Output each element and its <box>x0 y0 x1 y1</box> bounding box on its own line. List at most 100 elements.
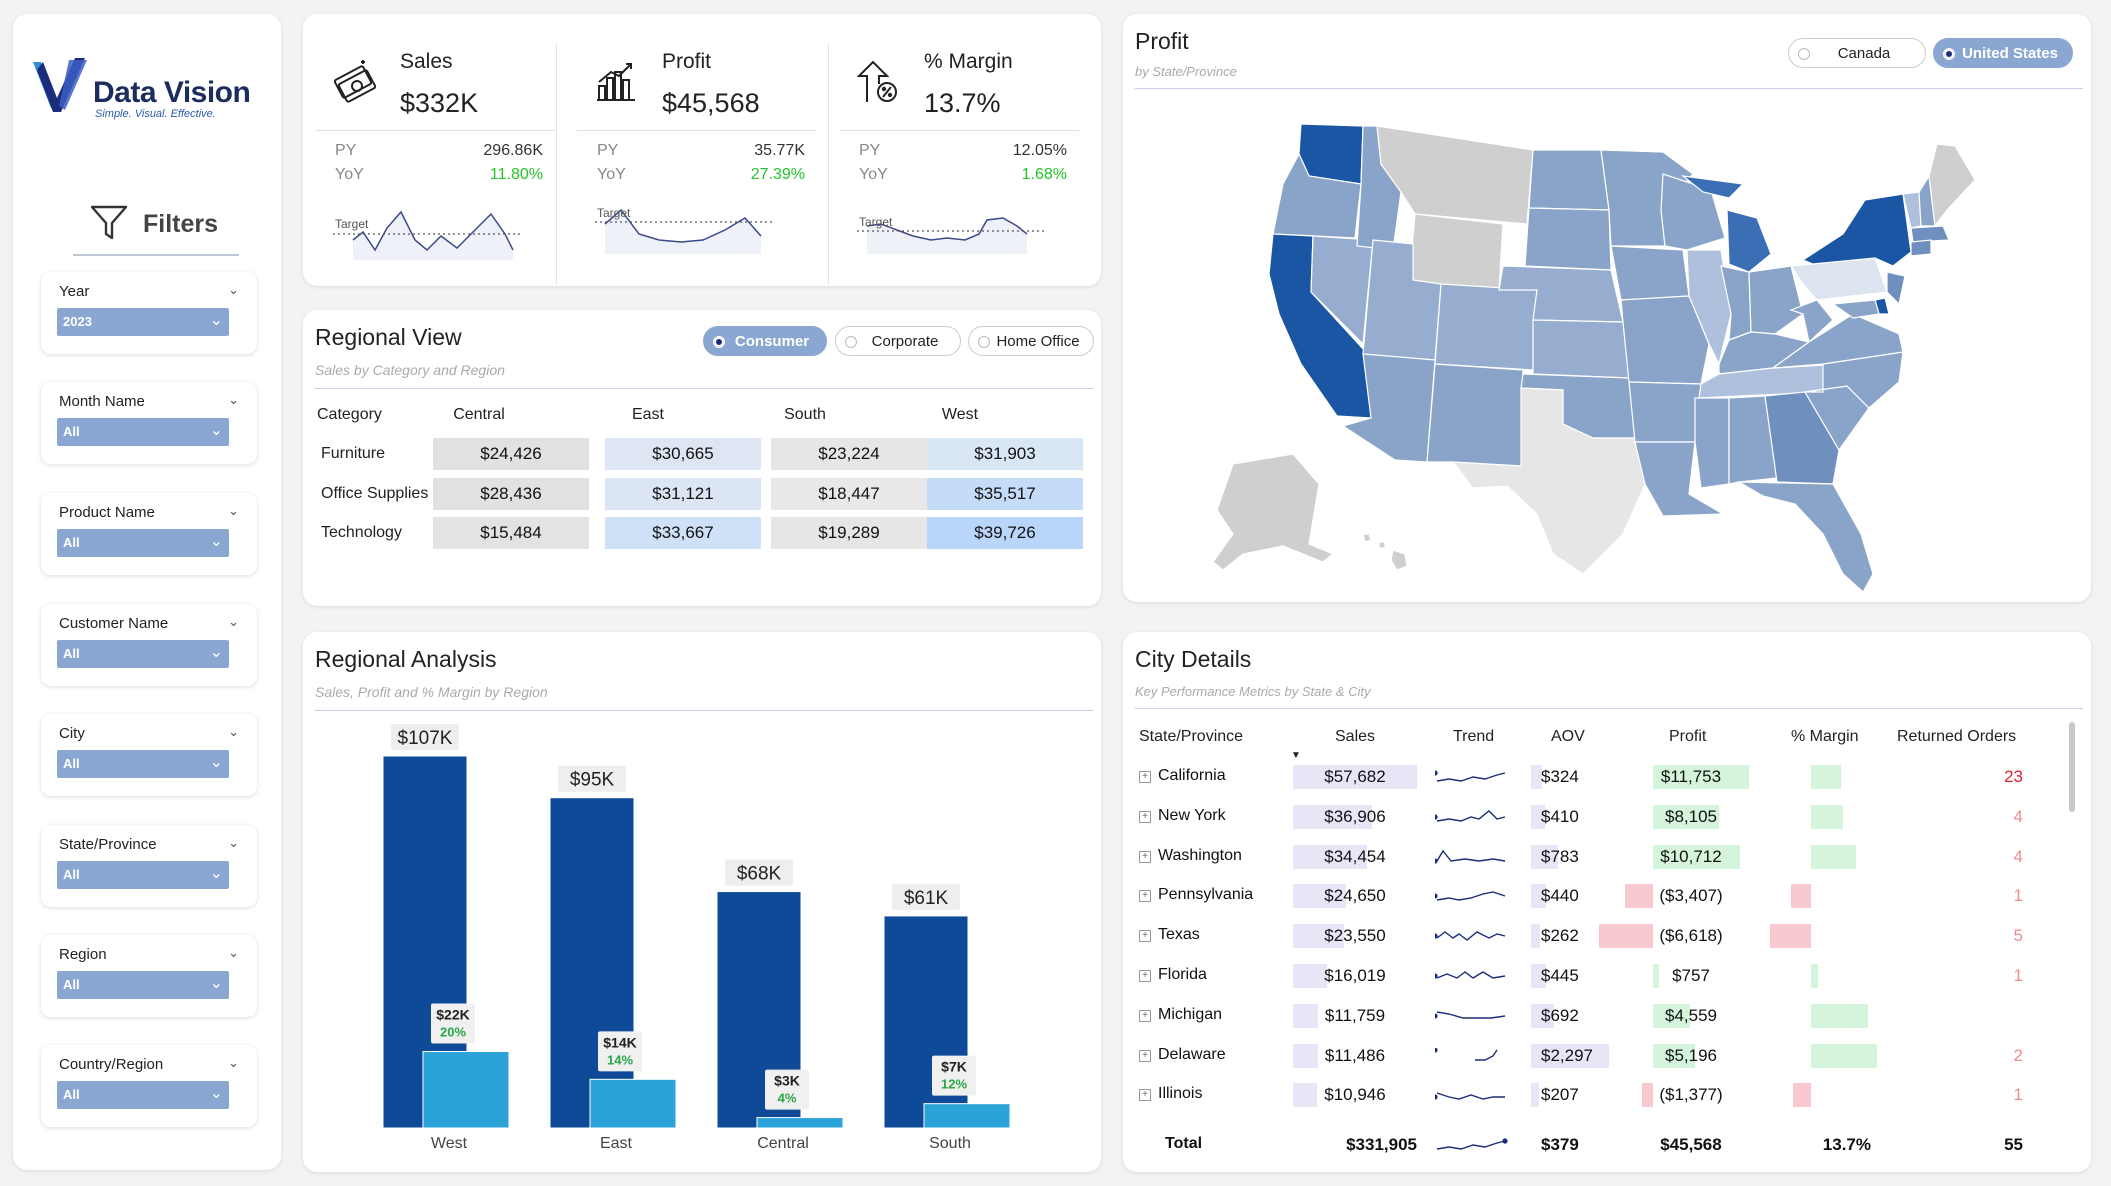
matrix-header[interactable]: Category <box>317 406 382 423</box>
expand-row-icon[interactable]: + <box>1139 1089 1151 1102</box>
sales-bar[interactable] <box>883 915 969 1129</box>
kpi-yoy-label: YoY <box>335 166 364 183</box>
matrix-header[interactable]: South <box>784 406 826 423</box>
matrix-cell[interactable]: $23,224 <box>771 438 927 470</box>
slicer-dropdown[interactable]: All ⌄ <box>57 861 229 889</box>
matrix-cell[interactable]: $31,121 <box>605 478 761 510</box>
slicer-dropdown[interactable]: All ⌄ <box>57 971 229 999</box>
profit-bar <box>1653 964 1659 988</box>
profit-bar[interactable] <box>589 1078 677 1129</box>
country-united-states[interactable]: United States <box>1933 38 2073 68</box>
profit-bar <box>1653 804 1719 829</box>
col-margin[interactable]: % Margin <box>1791 728 1859 745</box>
slicer-value: All <box>63 646 80 661</box>
profit-bar <box>1653 765 1749 789</box>
expand-row-icon[interactable]: + <box>1139 970 1151 982</box>
chevron-down-icon[interactable]: ⌄ <box>228 724 239 739</box>
matrix-cell[interactable]: $18,447 <box>771 478 927 510</box>
expand-row-icon[interactable]: + <box>1139 810 1151 823</box>
slicer-dropdown[interactable]: All ⌄ <box>57 750 229 778</box>
slicer-dropdown[interactable]: 2023 ⌄ <box>57 308 229 336</box>
slicer-customer-name[interactable]: Customer Name ⌄ All ⌄ <box>41 604 257 686</box>
state-montana <box>1376 125 1534 225</box>
expand-row-icon[interactable]: + <box>1139 890 1151 903</box>
profit-bar <box>1599 924 1653 949</box>
matrix-header[interactable]: East <box>631 406 664 423</box>
slicer-dropdown[interactable]: All ⌄ <box>57 1081 229 1109</box>
matrix-cell[interactable]: $35,517 <box>927 478 1083 510</box>
chevron-down-icon[interactable]: ⌄ <box>228 282 239 297</box>
matrix-header[interactable]: Central <box>453 406 505 423</box>
col-sales[interactable]: Sales <box>1335 728 1376 745</box>
state-name[interactable]: Michigan <box>1158 1005 1223 1023</box>
chevron-down-icon[interactable]: ⌄ <box>228 945 239 960</box>
chevron-down-icon[interactable]: ⌄ <box>228 614 239 629</box>
slicer-product-name[interactable]: Product Name ⌄ All ⌄ <box>41 493 257 575</box>
profit-bar[interactable] <box>422 1051 510 1129</box>
returned-orders-value: 4 <box>2013 806 2023 826</box>
segment-home-office[interactable]: Home Office <box>968 326 1094 356</box>
state-name[interactable]: New York <box>1158 806 1226 824</box>
matrix-cell[interactable]: $30,665 <box>605 438 761 470</box>
profit-map-panel: Profit by State/Province Canada United S… <box>1123 14 2091 602</box>
chevron-down-icon: ⌄ <box>209 975 223 992</box>
expand-row-icon[interactable]: + <box>1139 930 1151 943</box>
matrix-cell[interactable]: $33,667 <box>605 517 761 549</box>
trend-sparkline <box>1435 809 1506 822</box>
matrix-cell[interactable]: $39,726 <box>927 517 1083 549</box>
expand-row-icon[interactable]: + <box>1139 1009 1151 1022</box>
us-profit-map[interactable] <box>1123 14 2091 602</box>
trend-sparkline <box>1435 1011 1506 1019</box>
slicer-city[interactable]: City ⌄ All ⌄ <box>41 714 257 796</box>
state-name[interactable]: Florida <box>1158 966 1207 983</box>
state-name[interactable]: Washington <box>1158 846 1242 864</box>
col-trend[interactable]: Trend <box>1453 728 1495 745</box>
country-canada[interactable]: Canada <box>1788 38 1926 68</box>
segment-corporate[interactable]: Corporate <box>835 326 961 356</box>
panel-subtitle: Sales by Category and Region <box>315 362 505 378</box>
expand-row-icon[interactable]: + <box>1139 850 1151 863</box>
matrix-cell[interactable]: $24,426 <box>433 438 589 470</box>
col-aov[interactable]: AOV <box>1551 728 1585 745</box>
aov-value: $783 <box>1541 846 1579 866</box>
slicer-month-name[interactable]: Month Name ⌄ All ⌄ <box>41 382 257 464</box>
chevron-down-icon[interactable]: ⌄ <box>228 392 239 407</box>
country-label: Canada <box>1837 45 1891 62</box>
slicer-year[interactable]: Year ⌄ 2023 ⌄ <box>41 272 257 354</box>
matrix-cell[interactable]: $19,289 <box>771 517 927 549</box>
segment-consumer[interactable]: Consumer <box>703 326 827 356</box>
matrix-header[interactable]: West <box>941 406 979 423</box>
trend-sparkline <box>1435 770 1506 782</box>
state-georgia <box>1764 391 1840 485</box>
state-name[interactable]: California <box>1158 767 1226 784</box>
matrix-cell[interactable]: $28,436 <box>433 478 589 510</box>
sort-desc-icon[interactable]: ▼ <box>1291 750 1301 761</box>
expand-row-icon[interactable]: + <box>1139 771 1151 783</box>
matrix-cell[interactable]: $31,903 <box>927 438 1083 470</box>
aov-bar <box>1531 804 1545 829</box>
slicer-state-province[interactable]: State/Province ⌄ All ⌄ <box>41 825 257 907</box>
slicer-dropdown[interactable]: All ⌄ <box>57 529 229 557</box>
state-name[interactable]: Delaware <box>1158 1045 1226 1063</box>
col-returned[interactable]: Returned Orders <box>1897 728 2017 745</box>
scrollbar[interactable] <box>2069 722 2075 812</box>
sales-bar[interactable] <box>549 797 635 1129</box>
state-name[interactable]: Texas <box>1158 926 1200 944</box>
chevron-down-icon[interactable]: ⌄ <box>228 1055 239 1070</box>
chevron-down-icon[interactable]: ⌄ <box>228 835 239 850</box>
expand-row-icon[interactable]: + <box>1139 1049 1151 1062</box>
slicer-region[interactable]: Region ⌄ All ⌄ <box>41 935 257 1017</box>
state-name[interactable]: Illinois <box>1158 1085 1203 1103</box>
category-tick-label: Central <box>757 1135 809 1152</box>
state-name[interactable]: Pennsylvania <box>1158 886 1254 904</box>
slicer-country-region[interactable]: Country/Region ⌄ All ⌄ <box>41 1045 257 1127</box>
slicer-dropdown[interactable]: All ⌄ <box>57 640 229 668</box>
slicer-label: Customer Name <box>59 615 169 632</box>
chevron-down-icon[interactable]: ⌄ <box>228 503 239 518</box>
profit-bar[interactable] <box>923 1103 1011 1129</box>
col-state[interactable]: State/Province <box>1139 728 1244 745</box>
slicer-dropdown[interactable]: All ⌄ <box>57 418 229 446</box>
col-profit[interactable]: Profit <box>1669 728 1707 745</box>
matrix-cell[interactable]: $15,484 <box>433 517 589 549</box>
profit-bar[interactable] <box>756 1117 844 1129</box>
